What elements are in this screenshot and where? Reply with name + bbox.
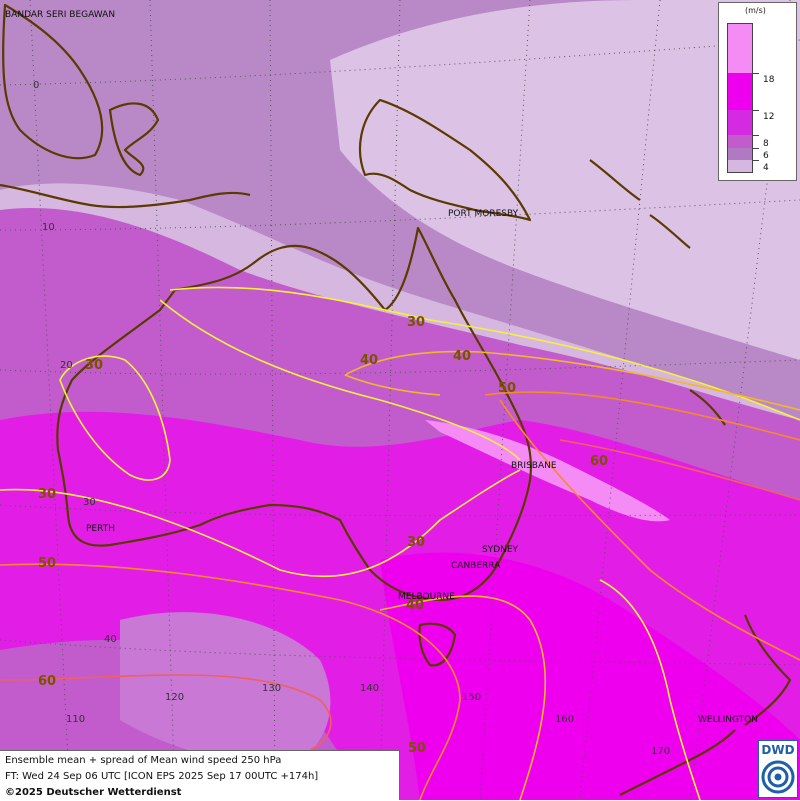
isotach-30-se <box>599 579 701 800</box>
isotach-label: 30 <box>38 487 56 502</box>
isotach-40-inner <box>344 374 441 396</box>
isotach-label: 30 <box>407 535 425 550</box>
lon-label: 110 <box>66 714 85 725</box>
legend-tick: 6 <box>763 151 769 161</box>
lat-label: 0 <box>33 80 39 91</box>
legend-swatch <box>727 135 753 148</box>
isotach-30-south <box>159 299 521 461</box>
city-label: BANDAR SERI BEGAWAN <box>5 10 115 20</box>
isotach-label: 30 <box>85 358 103 373</box>
lon-label: 120 <box>165 692 184 703</box>
borneo-coast <box>2 3 104 160</box>
copyright: ©2025 Deutscher Wetterdienst <box>5 787 182 798</box>
city-label: MELBOURNE <box>398 592 455 602</box>
city-label: PORT MORESBY <box>448 209 519 219</box>
isotach-30-north <box>169 286 800 421</box>
sulawesi-coast <box>108 102 160 177</box>
new-guinea-coast <box>358 98 532 222</box>
legend-swatch <box>727 160 753 173</box>
dwd-swirl-icon <box>761 760 795 794</box>
forecast-time: FT: Wed 24 Sep 06 UTC [ICON EPS 2025 Sep… <box>5 771 319 782</box>
legend-swatch <box>727 73 753 110</box>
lon-label: 130 <box>262 683 281 694</box>
legend-tick: 4 <box>763 163 769 173</box>
new-zealand-south <box>619 729 736 796</box>
isotach-30-ring <box>59 355 171 481</box>
new-zealand-north <box>743 614 792 726</box>
spread-field-magenta-2 <box>380 552 800 800</box>
lat-label: 20 <box>60 360 73 371</box>
new-caledonia <box>689 389 726 426</box>
java-timor-chain <box>0 183 251 209</box>
isotach-40-south <box>379 595 547 800</box>
lon-label: 170 <box>651 746 670 757</box>
isotach-60 <box>559 439 800 501</box>
dwd-logo-text: DWD <box>761 743 795 757</box>
product-title: Ensemble mean + spread of Mean wind spee… <box>5 755 282 766</box>
lat-label: 30 <box>83 497 96 508</box>
solomon-islands <box>589 159 691 249</box>
isotach-label: 50 <box>498 381 516 396</box>
color-legend: (m/s) 18 12 8 6 4 <box>718 2 797 181</box>
spread-field-light-north <box>330 0 800 360</box>
lon-label: 150 <box>462 692 481 703</box>
legend-swatch <box>727 110 753 135</box>
isotach-label: 60 <box>38 674 56 689</box>
isotach-label: 40 <box>360 353 378 368</box>
city-label: BRISBANE <box>511 461 557 471</box>
city-label: SYDNEY <box>482 545 519 555</box>
isotach-label-group: 30 40 40 50 60 30 30 30 50 40 60 50 <box>38 315 608 756</box>
legend-tick: 8 <box>763 139 769 149</box>
legend-tick: 12 <box>763 112 775 122</box>
lon-label: 160 <box>555 714 574 725</box>
isotach-40 <box>344 350 800 411</box>
isotach-50 <box>484 391 800 441</box>
dwd-logo: DWD <box>758 740 798 798</box>
legend-swatch <box>727 148 753 160</box>
isotach-label: 60 <box>590 454 608 469</box>
graticule-labels: 0 10 20 30 40 110 120 130 140 150 160 17… <box>33 80 670 757</box>
isotach-label: 40 <box>453 349 471 364</box>
isotachs <box>0 286 800 800</box>
lat-label: 40 <box>104 634 117 645</box>
city-labels: BANDAR SERI BEGAWAN PORT MORESBY BRISBAN… <box>5 10 758 725</box>
legend-swatch <box>727 23 753 73</box>
isotach-label: 50 <box>408 741 426 756</box>
city-label: WELLINGTON <box>698 715 758 725</box>
lat-label: 10 <box>42 222 55 233</box>
city-label: PERTH <box>86 524 115 534</box>
isotach-60-sw <box>0 674 332 751</box>
jet-core-max <box>425 420 670 522</box>
isotach-label: 30 <box>407 315 425 330</box>
isotach-50-west <box>0 563 461 800</box>
legend-tick: 18 <box>763 75 775 85</box>
isotach-label: 50 <box>38 556 56 571</box>
isotach-50-ne <box>499 399 800 661</box>
info-box: Ensemble mean + spread of Mean wind spee… <box>0 750 400 800</box>
legend-unit: (m/s) <box>745 6 766 15</box>
isotach-30-central <box>0 469 521 578</box>
city-label: CANBERRA <box>451 561 501 571</box>
lon-label: 140 <box>360 683 379 694</box>
isotach-label: 40 <box>406 598 424 613</box>
